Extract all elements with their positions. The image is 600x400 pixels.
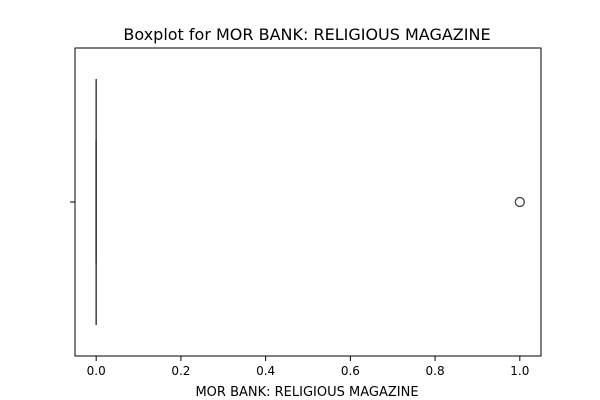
x-axis-ticks: 0.0 0.2 0.4 0.6 0.8 1.0 <box>87 356 529 378</box>
x-tick-label: 0.6 <box>341 364 360 378</box>
x-tick-label: 0.2 <box>171 364 190 378</box>
x-tick-label: 0.8 <box>426 364 445 378</box>
x-tick-label: 1.0 <box>510 364 529 378</box>
chart-title: Boxplot for MOR BANK: RELIGIOUS MAGAZINE <box>123 25 490 44</box>
plot-marks <box>95 79 525 325</box>
x-axis-label: MOR BANK: RELIGIOUS MAGAZINE <box>195 385 418 400</box>
x-tick-label: 0.4 <box>256 364 275 378</box>
x-tick-label: 0.0 <box>87 364 106 378</box>
outlier-point <box>514 196 525 208</box>
plot-frame <box>74 47 542 357</box>
